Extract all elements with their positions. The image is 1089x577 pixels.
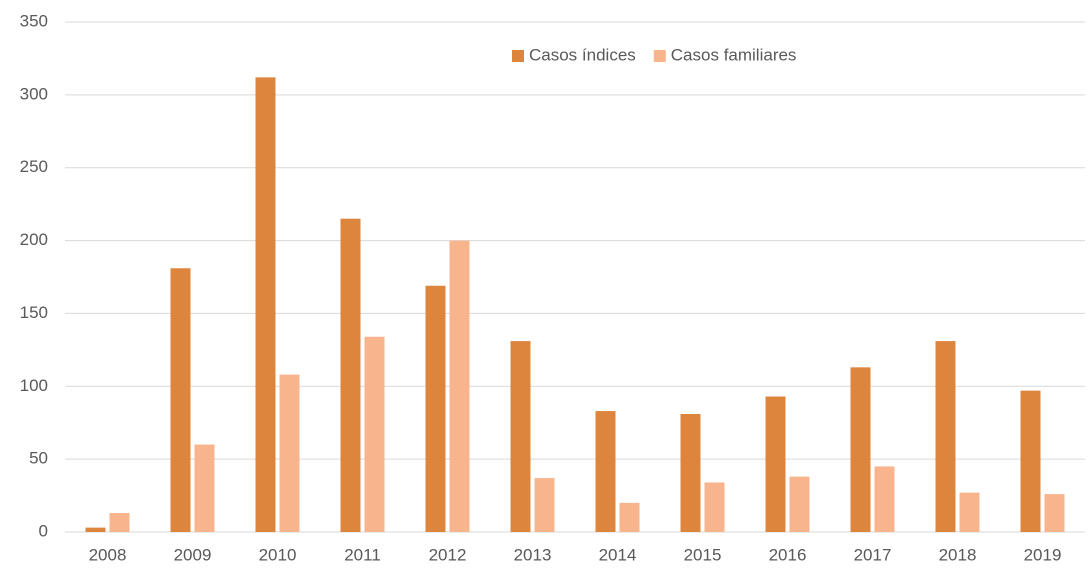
bar bbox=[1044, 494, 1065, 532]
bar bbox=[850, 367, 871, 532]
bar bbox=[510, 341, 531, 532]
bar bbox=[874, 466, 895, 532]
x-tick-label: 2016 bbox=[769, 545, 807, 564]
bar bbox=[194, 444, 215, 532]
bar bbox=[680, 413, 701, 532]
bar bbox=[425, 285, 446, 532]
x-tick-label: 2015 bbox=[684, 545, 722, 564]
y-tick-label: 200 bbox=[20, 230, 48, 249]
bar bbox=[935, 341, 956, 532]
x-tick-label: 2014 bbox=[599, 545, 637, 564]
y-tick-label: 50 bbox=[29, 449, 48, 468]
legend-label: Casos índices bbox=[529, 45, 636, 64]
bar bbox=[959, 492, 980, 532]
bar bbox=[340, 218, 361, 532]
bar bbox=[364, 336, 385, 532]
bar bbox=[279, 374, 300, 532]
bar bbox=[449, 240, 470, 533]
bar bbox=[85, 527, 106, 532]
bar bbox=[595, 411, 616, 532]
x-tick-label: 2017 bbox=[854, 545, 892, 564]
x-tick-label: 2019 bbox=[1024, 545, 1062, 564]
bar bbox=[1020, 390, 1041, 532]
x-tick-label: 2009 bbox=[174, 545, 212, 564]
bar bbox=[704, 482, 725, 532]
y-tick-label: 150 bbox=[20, 303, 48, 322]
y-tick-label: 350 bbox=[20, 11, 48, 30]
y-tick-label: 250 bbox=[20, 157, 48, 176]
bar bbox=[765, 396, 786, 532]
x-tick-label: 2010 bbox=[259, 545, 297, 564]
x-tick-label: 2012 bbox=[429, 545, 467, 564]
legend-swatch bbox=[512, 50, 524, 62]
y-tick-label: 100 bbox=[20, 376, 48, 395]
x-tick-label: 2008 bbox=[89, 545, 127, 564]
bar bbox=[255, 77, 276, 532]
bar bbox=[534, 478, 555, 532]
bar bbox=[619, 502, 640, 532]
bar bbox=[789, 476, 810, 532]
bar bbox=[170, 268, 191, 532]
x-tick-label: 2011 bbox=[344, 545, 381, 564]
x-tick-label: 2013 bbox=[514, 545, 552, 564]
legend-swatch bbox=[653, 50, 666, 62]
y-tick-label: 0 bbox=[39, 521, 48, 540]
bar bbox=[109, 513, 130, 532]
legend-label: Casos familiares bbox=[671, 45, 797, 64]
x-tick-label: 2018 bbox=[939, 545, 977, 564]
y-tick-label: 300 bbox=[20, 84, 48, 103]
